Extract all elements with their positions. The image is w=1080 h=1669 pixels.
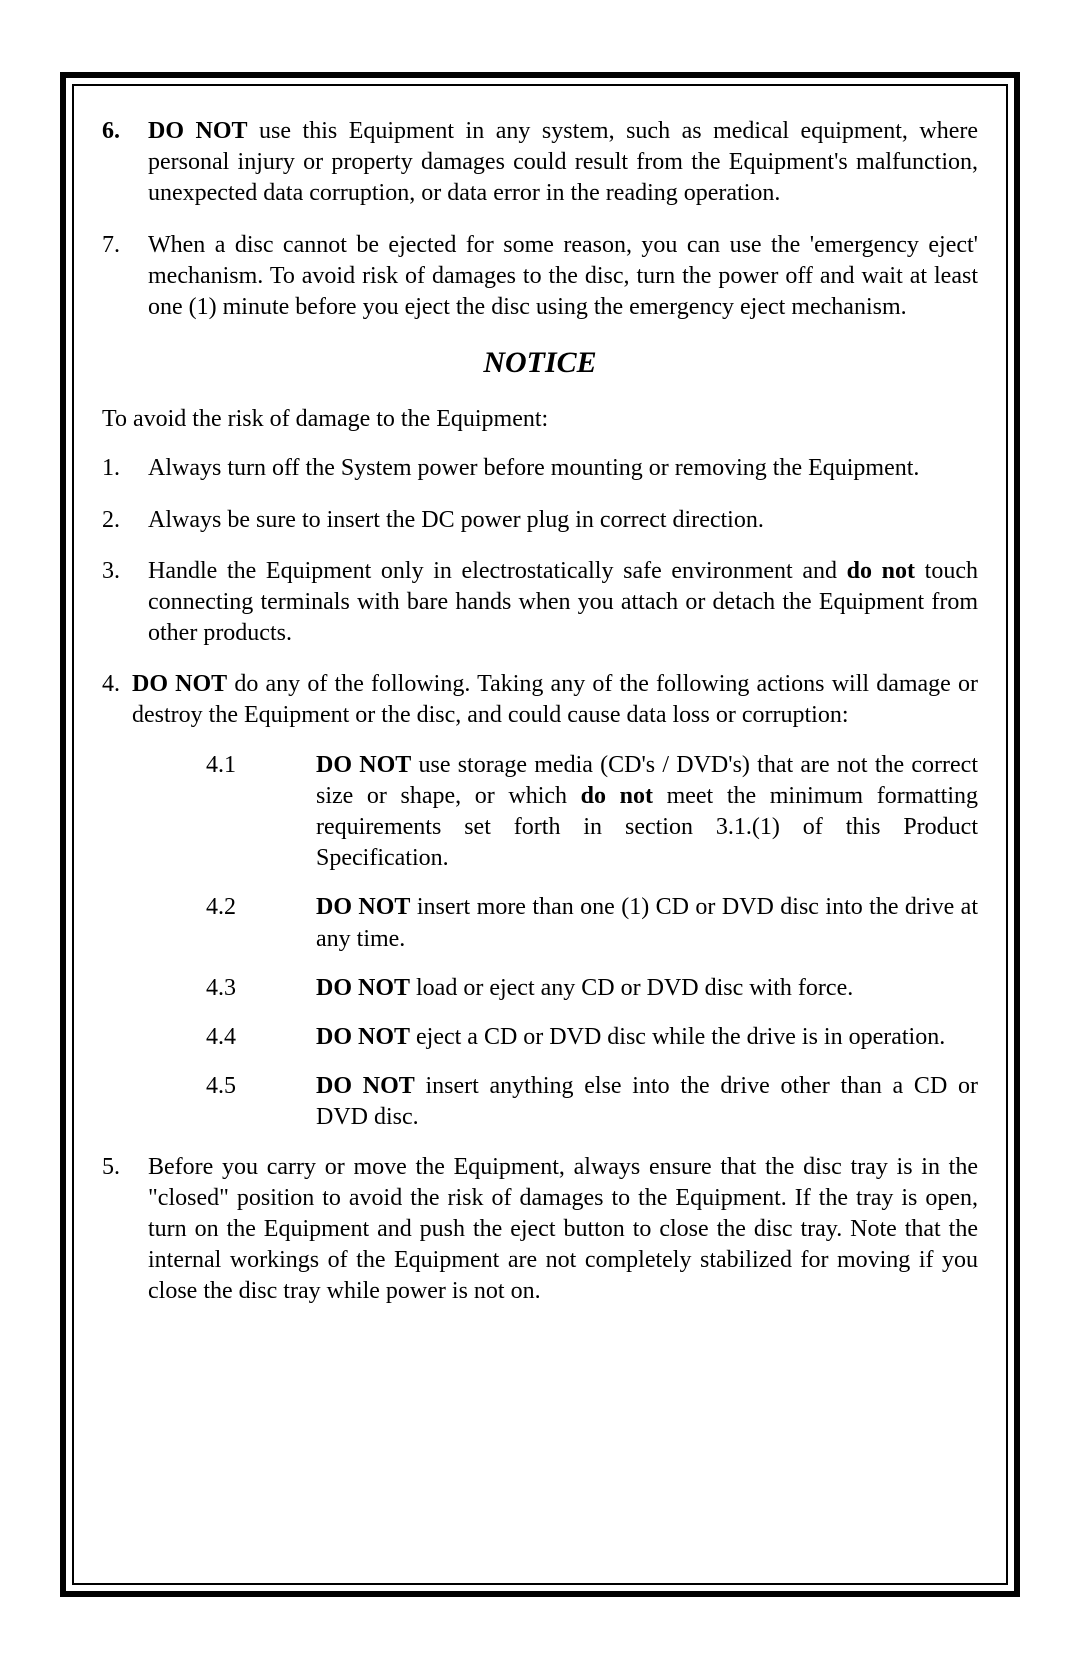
text-run: When a disc cannot be ejected for some r…: [148, 232, 978, 320]
outer-border: 6. DO NOT use this Equipment in any syst…: [60, 72, 1020, 1597]
text-run: insert anything else into the drive othe…: [316, 1073, 978, 1130]
sub-item-number: 4.1: [206, 750, 316, 875]
item-number: 1.: [102, 453, 148, 484]
sub-item-text: DO NOT use storage media (CD's / DVD's) …: [316, 750, 978, 875]
sub-item-text: DO NOT insert anything else into the dri…: [316, 1071, 978, 1133]
list-item: 4. DO NOT do any of the following. Takin…: [102, 669, 978, 731]
sub-item-number: 4.3: [206, 973, 316, 1004]
emphasis: DO NOT: [316, 975, 410, 1001]
sub-item-text: DO NOT insert more than one (1) CD or DV…: [316, 892, 978, 954]
text-run: eject a CD or DVD disc while the drive i…: [410, 1024, 945, 1050]
text-run: load or eject any CD or DVD disc with fo…: [410, 975, 853, 1001]
inner-border: 6. DO NOT use this Equipment in any syst…: [72, 84, 1008, 1585]
list-item: 1. Always turn off the System power befo…: [102, 453, 978, 484]
sub-list-item: 4.2 DO NOT insert more than one (1) CD o…: [206, 892, 978, 954]
sub-list-item: 4.3 DO NOT load or eject any CD or DVD d…: [206, 973, 978, 1004]
text-run: do any of the following. Taking any of t…: [132, 671, 978, 728]
item-number: 6.: [102, 116, 148, 210]
emphasis: DO NOT: [132, 671, 227, 697]
emphasis: DO NOT: [316, 894, 410, 920]
item-text: Always be sure to insert the DC power pl…: [148, 505, 978, 536]
item-number: 4.: [102, 669, 132, 731]
item-number: 7.: [102, 230, 148, 324]
item-number: 2.: [102, 505, 148, 536]
emphasis: DO NOT: [148, 118, 248, 144]
sub-item-text: DO NOT eject a CD or DVD disc while the …: [316, 1022, 978, 1053]
emphasis: do not: [581, 783, 653, 809]
emphasis: DO NOT: [316, 1073, 415, 1099]
emphasis: do not: [847, 558, 915, 584]
sub-item-number: 4.4: [206, 1022, 316, 1053]
emphasis: DO NOT: [316, 1024, 410, 1050]
text-run: use this Equipment in any system, such a…: [148, 118, 978, 206]
notice-heading: NOTICE: [102, 343, 978, 382]
list-item: 6. DO NOT use this Equipment in any syst…: [102, 116, 978, 210]
sub-list-item: 4.1 DO NOT use storage media (CD's / DVD…: [206, 750, 978, 875]
item-text: Always turn off the System power before …: [148, 453, 978, 484]
emphasis: DO NOT: [316, 752, 411, 778]
item-text: Before you carry or move the Equipment, …: [148, 1152, 978, 1308]
item-text: DO NOT use this Equipment in any system,…: [148, 116, 978, 210]
list-item: 3. Handle the Equipment only in electros…: [102, 556, 978, 650]
list-item: 2. Always be sure to insert the DC power…: [102, 505, 978, 536]
item-number: 5.: [102, 1152, 148, 1308]
text-run: insert more than one (1) CD or DVD disc …: [316, 894, 978, 951]
notice-intro: To avoid the risk of damage to the Equip…: [102, 404, 978, 435]
sub-list-item: 4.5 DO NOT insert anything else into the…: [206, 1071, 978, 1133]
sub-item-number: 4.5: [206, 1071, 316, 1133]
sub-list-item: 4.4 DO NOT eject a CD or DVD disc while …: [206, 1022, 978, 1053]
list-item: 5. Before you carry or move the Equipmen…: [102, 1152, 978, 1308]
item-text: When a disc cannot be ejected for some r…: [148, 230, 978, 324]
item-number: 3.: [102, 556, 148, 650]
item-text: Handle the Equipment only in electrostat…: [148, 556, 978, 650]
document-page: 6. DO NOT use this Equipment in any syst…: [0, 0, 1080, 1669]
item-text: DO NOT do any of the following. Taking a…: [132, 669, 978, 731]
list-item: 7. When a disc cannot be ejected for som…: [102, 230, 978, 324]
text-run: Handle the Equipment only in electrostat…: [148, 558, 847, 584]
page-content: 6. DO NOT use this Equipment in any syst…: [102, 116, 978, 1307]
sub-item-number: 4.2: [206, 892, 316, 954]
sub-item-text: DO NOT load or eject any CD or DVD disc …: [316, 973, 978, 1004]
